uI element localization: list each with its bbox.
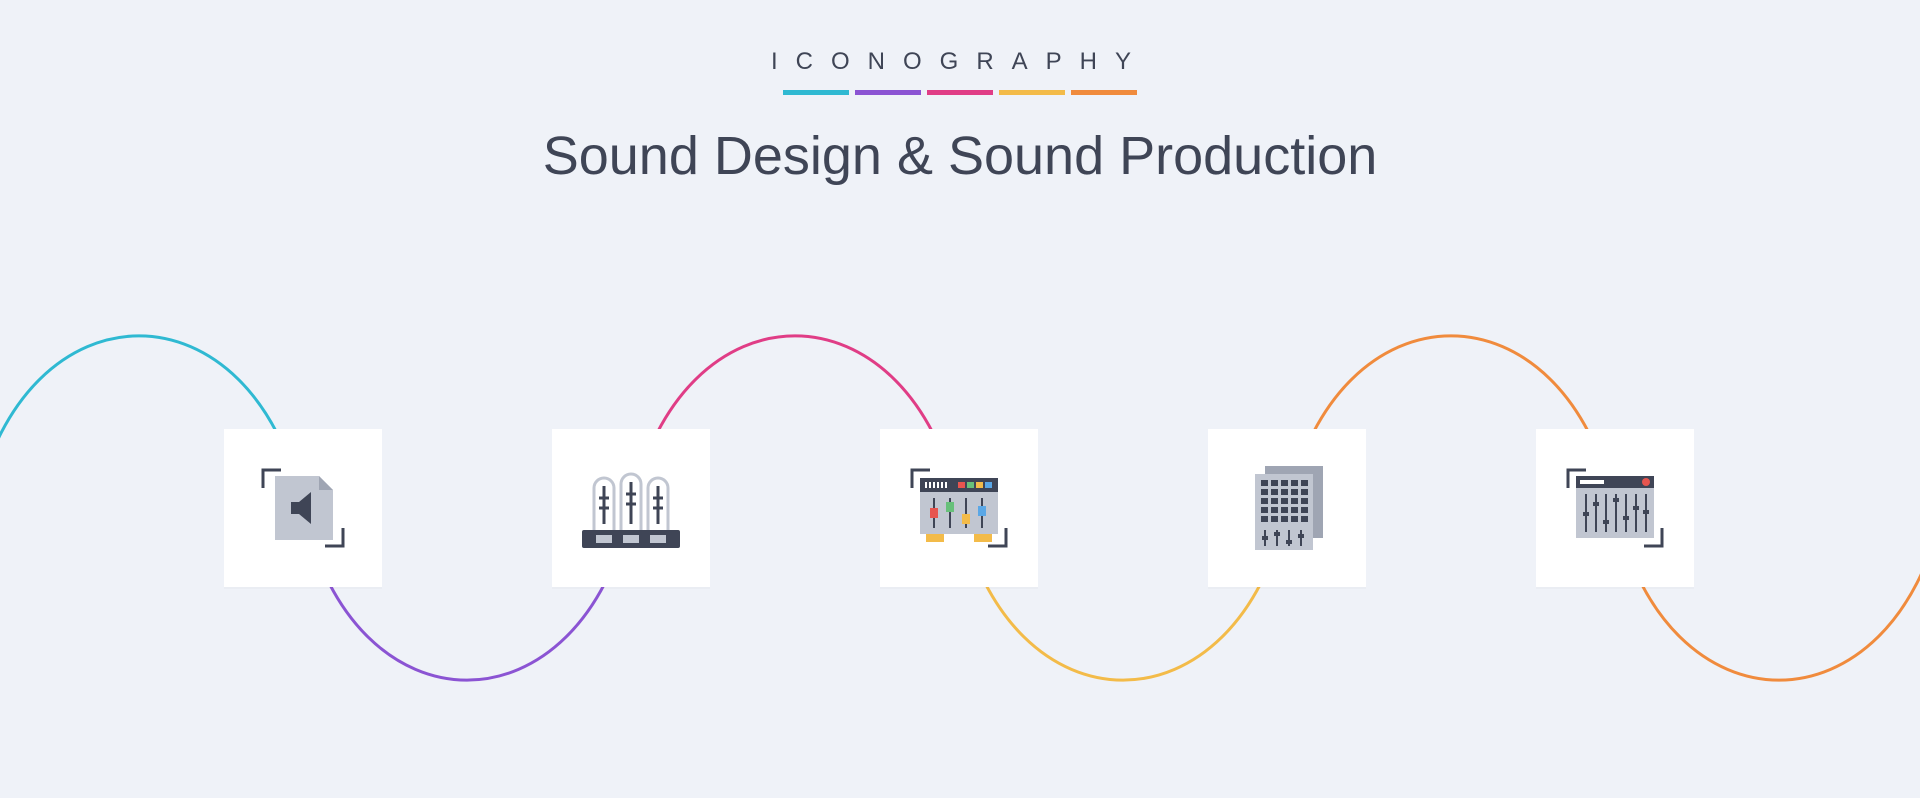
tile-daw-mixer xyxy=(1536,429,1694,587)
icon-tiles xyxy=(0,430,1920,630)
brand-label: ICONOGRAPHY xyxy=(0,48,1920,76)
rack-module-icon xyxy=(904,458,1014,558)
page-title: Sound Design & Sound Production xyxy=(0,125,1920,187)
tile-rack-module xyxy=(880,429,1038,587)
strip-seg-2 xyxy=(855,90,921,95)
daw-mixer-icon xyxy=(1560,458,1670,558)
color-strip xyxy=(0,90,1920,95)
vacuum-tubes-icon xyxy=(576,458,686,558)
tile-audio-file xyxy=(224,429,382,587)
strip-seg-4 xyxy=(999,90,1065,95)
tile-drum-machine xyxy=(1208,429,1366,587)
strip-seg-3 xyxy=(927,90,993,95)
strip-seg-5 xyxy=(1071,90,1137,95)
header: ICONOGRAPHY Sound Design & Sound Product… xyxy=(0,0,1920,187)
drum-machine-icon xyxy=(1237,458,1337,558)
strip-seg-1 xyxy=(783,90,849,95)
tile-vacuum-tubes xyxy=(552,429,710,587)
audio-file-icon xyxy=(253,458,353,558)
